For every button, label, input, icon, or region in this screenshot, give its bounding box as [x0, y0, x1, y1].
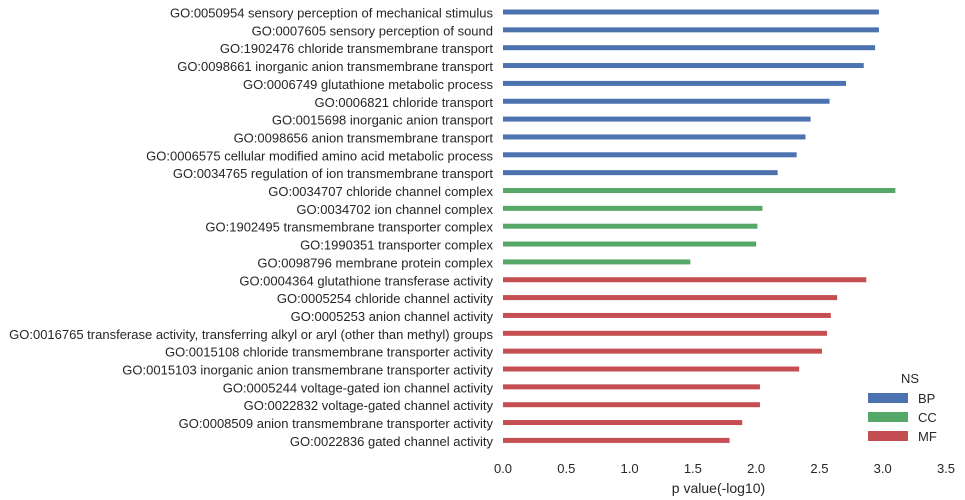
legend-label: MF	[918, 429, 937, 444]
bar-cc	[503, 188, 896, 193]
bar-bp	[503, 27, 879, 33]
category-label: GO:0022832 voltage-gated channel activit…	[244, 398, 494, 413]
category-label: GO:0034702 ion channel complex	[296, 202, 493, 217]
legend: NS BP CC MF	[868, 371, 937, 444]
x-axis-ticks: 0.0 0.5 1.0 1.5 2.0 2.5 3.0 3.5	[494, 461, 955, 476]
legend-label: CC	[918, 410, 937, 425]
bar-bp	[503, 9, 879, 15]
legend-swatch-bp	[868, 393, 908, 403]
x-tick-label: 0.0	[494, 461, 512, 476]
bar-mf	[503, 295, 838, 301]
bars-layer	[503, 9, 896, 443]
category-label: GO:0007605 sensory perception of sound	[252, 23, 493, 38]
bar-mf	[503, 312, 831, 318]
bar-cc	[503, 223, 758, 229]
bar-bp	[503, 45, 876, 51]
x-axis-label: p value(-log10)	[672, 480, 765, 496]
x-tick-label: 0.5	[557, 461, 575, 476]
x-tick-label: 3.0	[874, 461, 892, 476]
bar-cc	[503, 259, 691, 265]
bar-mf	[503, 384, 760, 390]
category-label: GO:0034765 regulation of ion transmembra…	[173, 166, 494, 181]
category-label: GO:1902495 transmembrane transporter com…	[205, 220, 493, 235]
legend-label: BP	[918, 391, 935, 406]
bar-mf	[503, 420, 743, 426]
category-label: GO:0005244 voltage-gated ion channel act…	[223, 380, 494, 395]
x-tick-label: 1.0	[621, 461, 639, 476]
bar-bp	[503, 116, 811, 122]
category-label: GO:1990351 transporter complex	[300, 238, 493, 253]
legend-title: NS	[901, 371, 919, 386]
category-label: GO:0005254 chloride channel activity	[277, 291, 494, 306]
category-label: GO:0006749 glutathione metabolic process	[243, 77, 494, 92]
legend-swatch-mf	[868, 431, 908, 441]
bar-bp	[503, 98, 830, 104]
category-label: GO:0034707 chloride channel complex	[268, 184, 493, 199]
category-label: GO:0006575 cellular modified amino acid …	[146, 148, 493, 163]
bar-mf	[503, 348, 822, 354]
category-label: GO:0015108 chloride transmembrane transp…	[165, 345, 494, 360]
category-label: GO:0015698 inorganic anion transport	[272, 113, 494, 128]
bar-mf	[503, 366, 800, 372]
category-labels: GO:0050954 sensory perception of mechani…	[9, 6, 493, 449]
x-tick-label: 2.0	[747, 461, 765, 476]
category-label: GO:0016765 transferase activity, transfe…	[9, 327, 493, 342]
bar-cc	[503, 241, 757, 247]
x-tick-label: 3.5	[937, 461, 955, 476]
bar-mf	[503, 330, 828, 336]
legend-swatch-cc	[868, 412, 908, 422]
category-label: GO:0050954 sensory perception of mechani…	[170, 6, 494, 21]
bar-bp	[503, 134, 806, 140]
category-label: GO:0006821 chloride transport	[315, 95, 494, 110]
category-label: GO:0022836 gated channel activity	[290, 434, 494, 449]
bar-bp	[503, 80, 847, 86]
category-label: GO:0098661 inorganic anion transmembrane…	[177, 59, 493, 74]
category-label: GO:0004364 glutathione transferase activ…	[239, 273, 493, 288]
x-tick-label: 1.5	[684, 461, 702, 476]
bar-bp	[503, 170, 778, 176]
category-label: GO:0015103 inorganic anion transmembrane…	[122, 363, 493, 378]
bar-mf	[503, 277, 867, 283]
category-label: GO:0008509 anion transmembrane transport…	[179, 416, 494, 431]
category-label: GO:1902476 chloride transmembrane transp…	[220, 41, 494, 56]
category-label: GO:0098796 membrane protein complex	[257, 255, 493, 270]
bar-mf	[503, 402, 760, 408]
bar-bp	[503, 63, 864, 69]
bar-bp	[503, 152, 797, 158]
bar-mf	[503, 437, 730, 443]
category-label: GO:0098656 anion transmembrane transport	[234, 130, 494, 145]
bar-cc	[503, 205, 763, 211]
x-tick-label: 2.5	[810, 461, 828, 476]
category-label: GO:0005253 anion channel activity	[291, 309, 494, 324]
